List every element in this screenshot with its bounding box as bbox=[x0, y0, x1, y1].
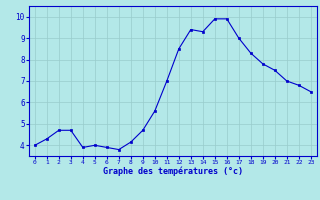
X-axis label: Graphe des températures (°c): Graphe des températures (°c) bbox=[103, 167, 243, 176]
